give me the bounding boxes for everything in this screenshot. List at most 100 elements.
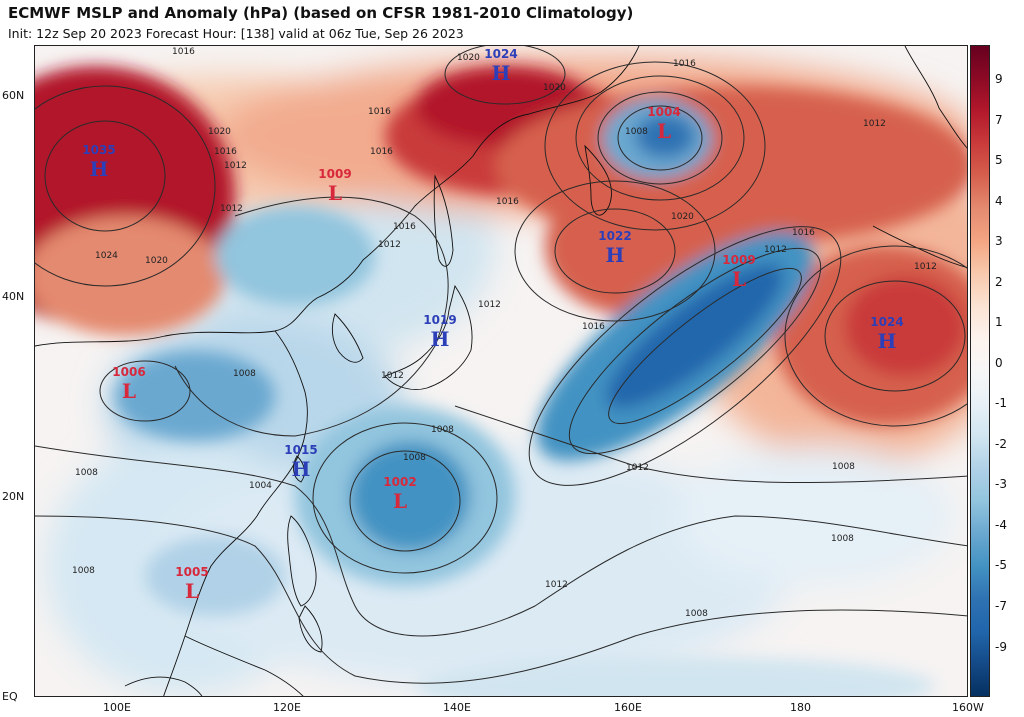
center-pressure-value: 1022 [598, 229, 631, 243]
isobar-labels: 1016 1020 1016 1008 1016 1020 1012 1020 1016 1012… [72, 47, 937, 619]
isobar-label: 1024 [95, 251, 118, 261]
isobar-label: 1008 [832, 462, 855, 472]
center-pressure-value: 1009 [722, 253, 755, 267]
center-pressure-value: 1006 [112, 365, 145, 379]
isobar-label: 1008 [625, 127, 648, 137]
isobar-label: 1008 [72, 566, 95, 576]
colorbar-label: 4 [995, 194, 1003, 208]
isobar-label: 1016 [673, 59, 696, 69]
center-letter: H [606, 243, 625, 267]
isobar-label: 1012 [381, 371, 404, 381]
center-pressure-value: 1024 [484, 47, 517, 61]
colorbar-label: 3 [995, 234, 1003, 248]
lon-label-160e: 160E [614, 701, 642, 714]
isobar-label: 1012 [478, 300, 501, 310]
land-outlines [35, 46, 967, 696]
isobars [35, 46, 967, 684]
colorbar-label: -4 [995, 518, 1007, 532]
isobar-label: 1012 [863, 119, 886, 129]
isobar-label: 1016 [214, 147, 237, 157]
isobar-label: 1008 [75, 468, 98, 478]
isobar-label: 1012 [220, 204, 243, 214]
lat-label-40n: 40N [2, 290, 25, 303]
lon-label-100e: 100E [103, 701, 131, 714]
center-letter: H [292, 457, 311, 481]
isobar-label: 1016 [582, 322, 605, 332]
lat-label-eq: EQ [2, 690, 18, 703]
isobar-label: 1004 [249, 481, 272, 491]
isobar-label: 1020 [671, 212, 694, 222]
center-letter: L [732, 267, 746, 291]
center-letter: L [657, 119, 671, 143]
isobar-label: 1020 [457, 53, 480, 63]
isobar-label: 1012 [626, 463, 649, 473]
isobar-label: 1020 [208, 127, 231, 137]
colorbar-label: 9 [995, 72, 1003, 86]
map-panel: 1016 1020 1016 1008 1016 1020 1012 1020 1016 1012… [34, 45, 968, 697]
colorbar-label: -1 [995, 396, 1007, 410]
colorbar-label: -5 [995, 558, 1007, 572]
lat-label-60n: 60N [2, 89, 25, 102]
isobar-label: 1012 [224, 161, 247, 171]
colorbar-label: 1 [995, 315, 1003, 329]
mslp-anomaly-map: 1016 1020 1016 1008 1016 1020 1012 1020 1016 1012… [35, 46, 967, 696]
lon-label-180: 180 [790, 701, 811, 714]
center-letter: H [90, 157, 109, 181]
colorbar-label: -9 [995, 640, 1007, 654]
center-pressure-value: 1002 [383, 475, 416, 489]
isobar-label: 1016 [792, 228, 815, 238]
colorbar-label: -2 [995, 437, 1007, 451]
isobar-label: 1008 [233, 369, 256, 379]
isobar-label: 1016 [368, 107, 391, 117]
center-letter: L [185, 579, 199, 603]
isobar-label: 1016 [370, 147, 393, 157]
chart-title: ECMWF MSLP and Anomaly (hPa) (based on C… [8, 4, 634, 22]
anomaly-shading [35, 46, 967, 696]
center-pressure-value: 1024 [870, 315, 903, 329]
center-pressure-value: 1004 [647, 105, 680, 119]
isobar-label: 1016 [496, 197, 519, 207]
isobar-label: 1012 [378, 240, 401, 250]
center-pressure-value: 1019 [423, 313, 456, 327]
colorbar-label: 7 [995, 113, 1003, 127]
isobar-label: 1020 [543, 83, 566, 93]
isobar-label: 1012 [764, 245, 787, 255]
chart-subtitle: Init: 12z Sep 20 2023 Forecast Hour: [13… [8, 26, 464, 41]
center-pressure-value: 1009 [318, 167, 351, 181]
center-pressure-value: 1015 [284, 443, 317, 457]
isobar-label: 1012 [545, 580, 568, 590]
isobar-label: 1008 [431, 425, 454, 435]
isobar-label: 1008 [831, 534, 854, 544]
colorbar-label: -7 [995, 599, 1007, 613]
colorbar [970, 45, 990, 697]
isobar-label: 1020 [145, 256, 168, 266]
center-pressure-value: 1035 [82, 143, 115, 157]
isobar-label: 1016 [172, 47, 195, 57]
center-letter: L [328, 181, 342, 205]
colorbar-label: 0 [995, 356, 1003, 370]
center-letter: L [122, 379, 136, 403]
center-letter: H [878, 329, 897, 353]
lon-label-120e: 120E [273, 701, 301, 714]
colorbar-label: 5 [995, 153, 1003, 167]
center-pressure-value: 1005 [175, 565, 208, 579]
center-letter: L [393, 489, 407, 513]
lon-label-140e: 140E [443, 701, 471, 714]
lon-label-160w: 160W [952, 701, 984, 714]
isobar-label: 1012 [914, 262, 937, 272]
isobar-label: 1008 [685, 609, 708, 619]
colorbar-label: 2 [995, 275, 1003, 289]
center-letter: H [431, 327, 450, 351]
